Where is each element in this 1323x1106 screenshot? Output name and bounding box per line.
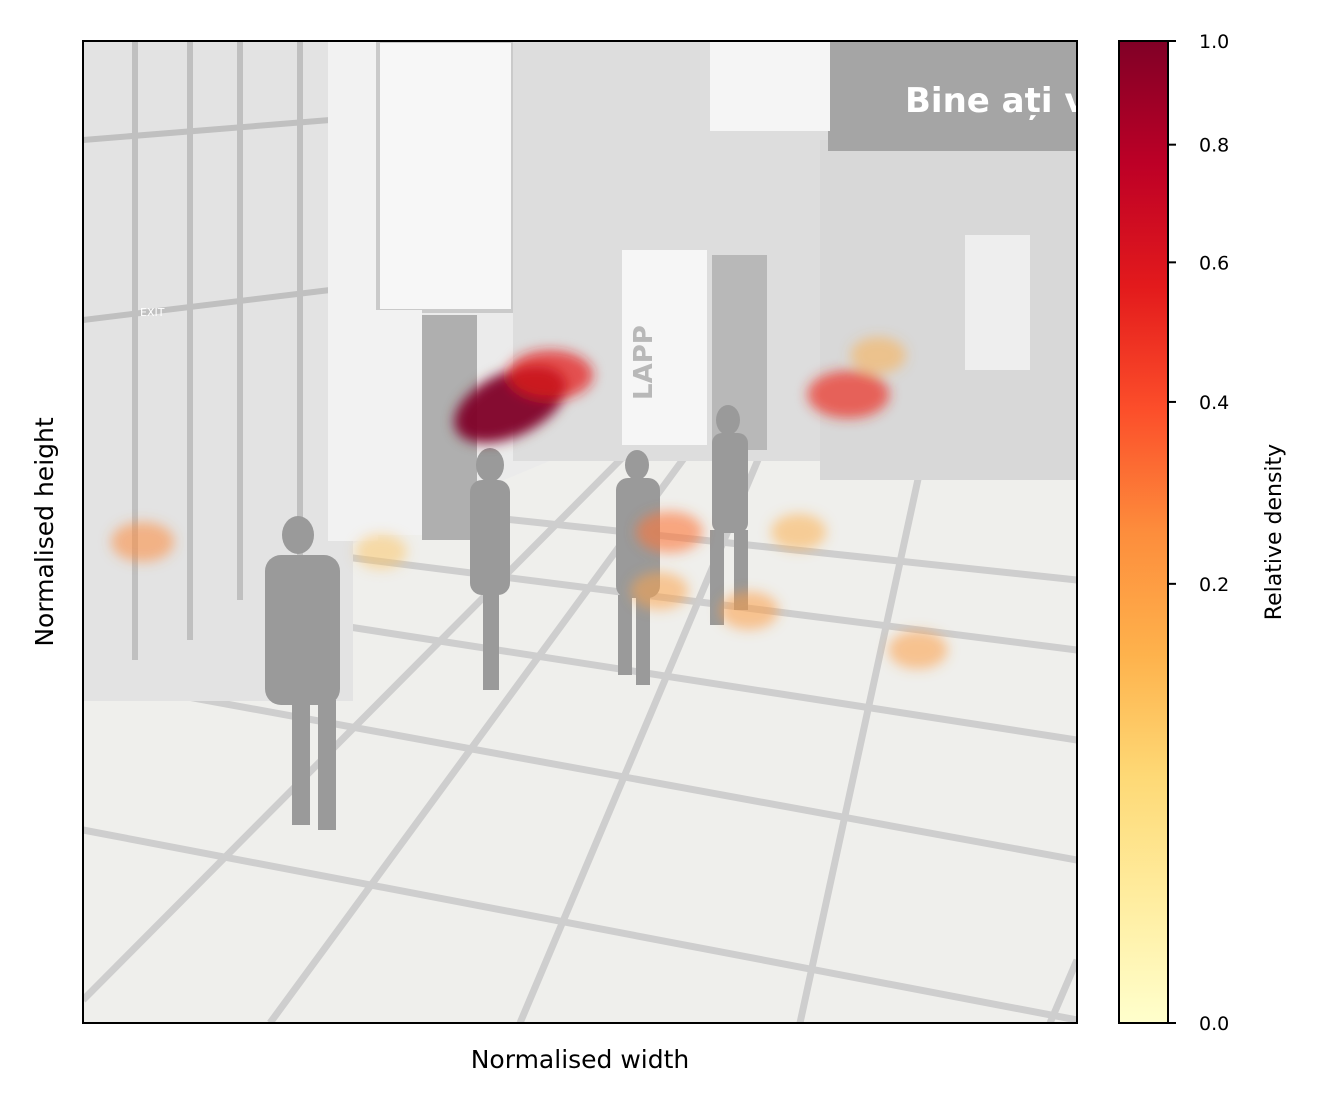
density-hotspot-4: [111, 521, 175, 562]
welcome-text: Bine ați veni: [905, 81, 1145, 121]
density-hotspot-9: [850, 336, 906, 374]
colorbar: [1118, 40, 1169, 1024]
colorbar-tick-label-3: 0.6: [1199, 252, 1229, 274]
colorbar-ticks: 0.0 0.2 0.4 0.6 0.8 1.0: [1168, 31, 1229, 1035]
density-hotspot-10: [355, 534, 408, 570]
x-axis-label: Normalised width: [471, 1045, 690, 1074]
density-hotspot-2: [807, 370, 890, 419]
density-hotspot-8: [770, 513, 827, 551]
floor-grid: [83, 437, 1077, 1023]
colorbar-tick-label-0: 0.0: [1199, 1013, 1229, 1035]
door: [965, 235, 1030, 370]
plot-frame: [82, 40, 1078, 1024]
colorbar-tick-label-1: 0.2: [1199, 574, 1229, 596]
density-hotspot-7: [630, 572, 689, 610]
density-hotspot-5: [719, 591, 779, 630]
ceiling-panel: [710, 41, 830, 131]
roll-up-banner: [372, 310, 422, 535]
photo-wash: [83, 41, 1077, 1023]
y-axis-label: Normalised height: [30, 417, 59, 647]
density-overlay: [111, 336, 948, 670]
exit-sign-text: EXIT: [140, 306, 165, 319]
colorbar-tick-label-5: 1.0: [1199, 31, 1229, 53]
density-hotspot-6: [888, 630, 948, 670]
density-hotspot-1: [507, 350, 594, 400]
right-wall: [820, 140, 1077, 480]
colorbar-tick-label-2: 0.4: [1199, 392, 1229, 414]
plot-area: Bine ați veni LAPP EXIT: [83, 41, 1145, 1023]
pillar: [328, 41, 378, 541]
colorbar-tick-label-4: 0.8: [1199, 135, 1229, 157]
lapp-text: LAPP: [629, 325, 659, 400]
window-frames: [83, 41, 331, 660]
lapp-banner: [622, 250, 707, 445]
density-hotspot-3: [636, 511, 703, 553]
colorbar-label: Relative density: [1262, 444, 1287, 620]
welcome-banner: [828, 41, 1077, 151]
